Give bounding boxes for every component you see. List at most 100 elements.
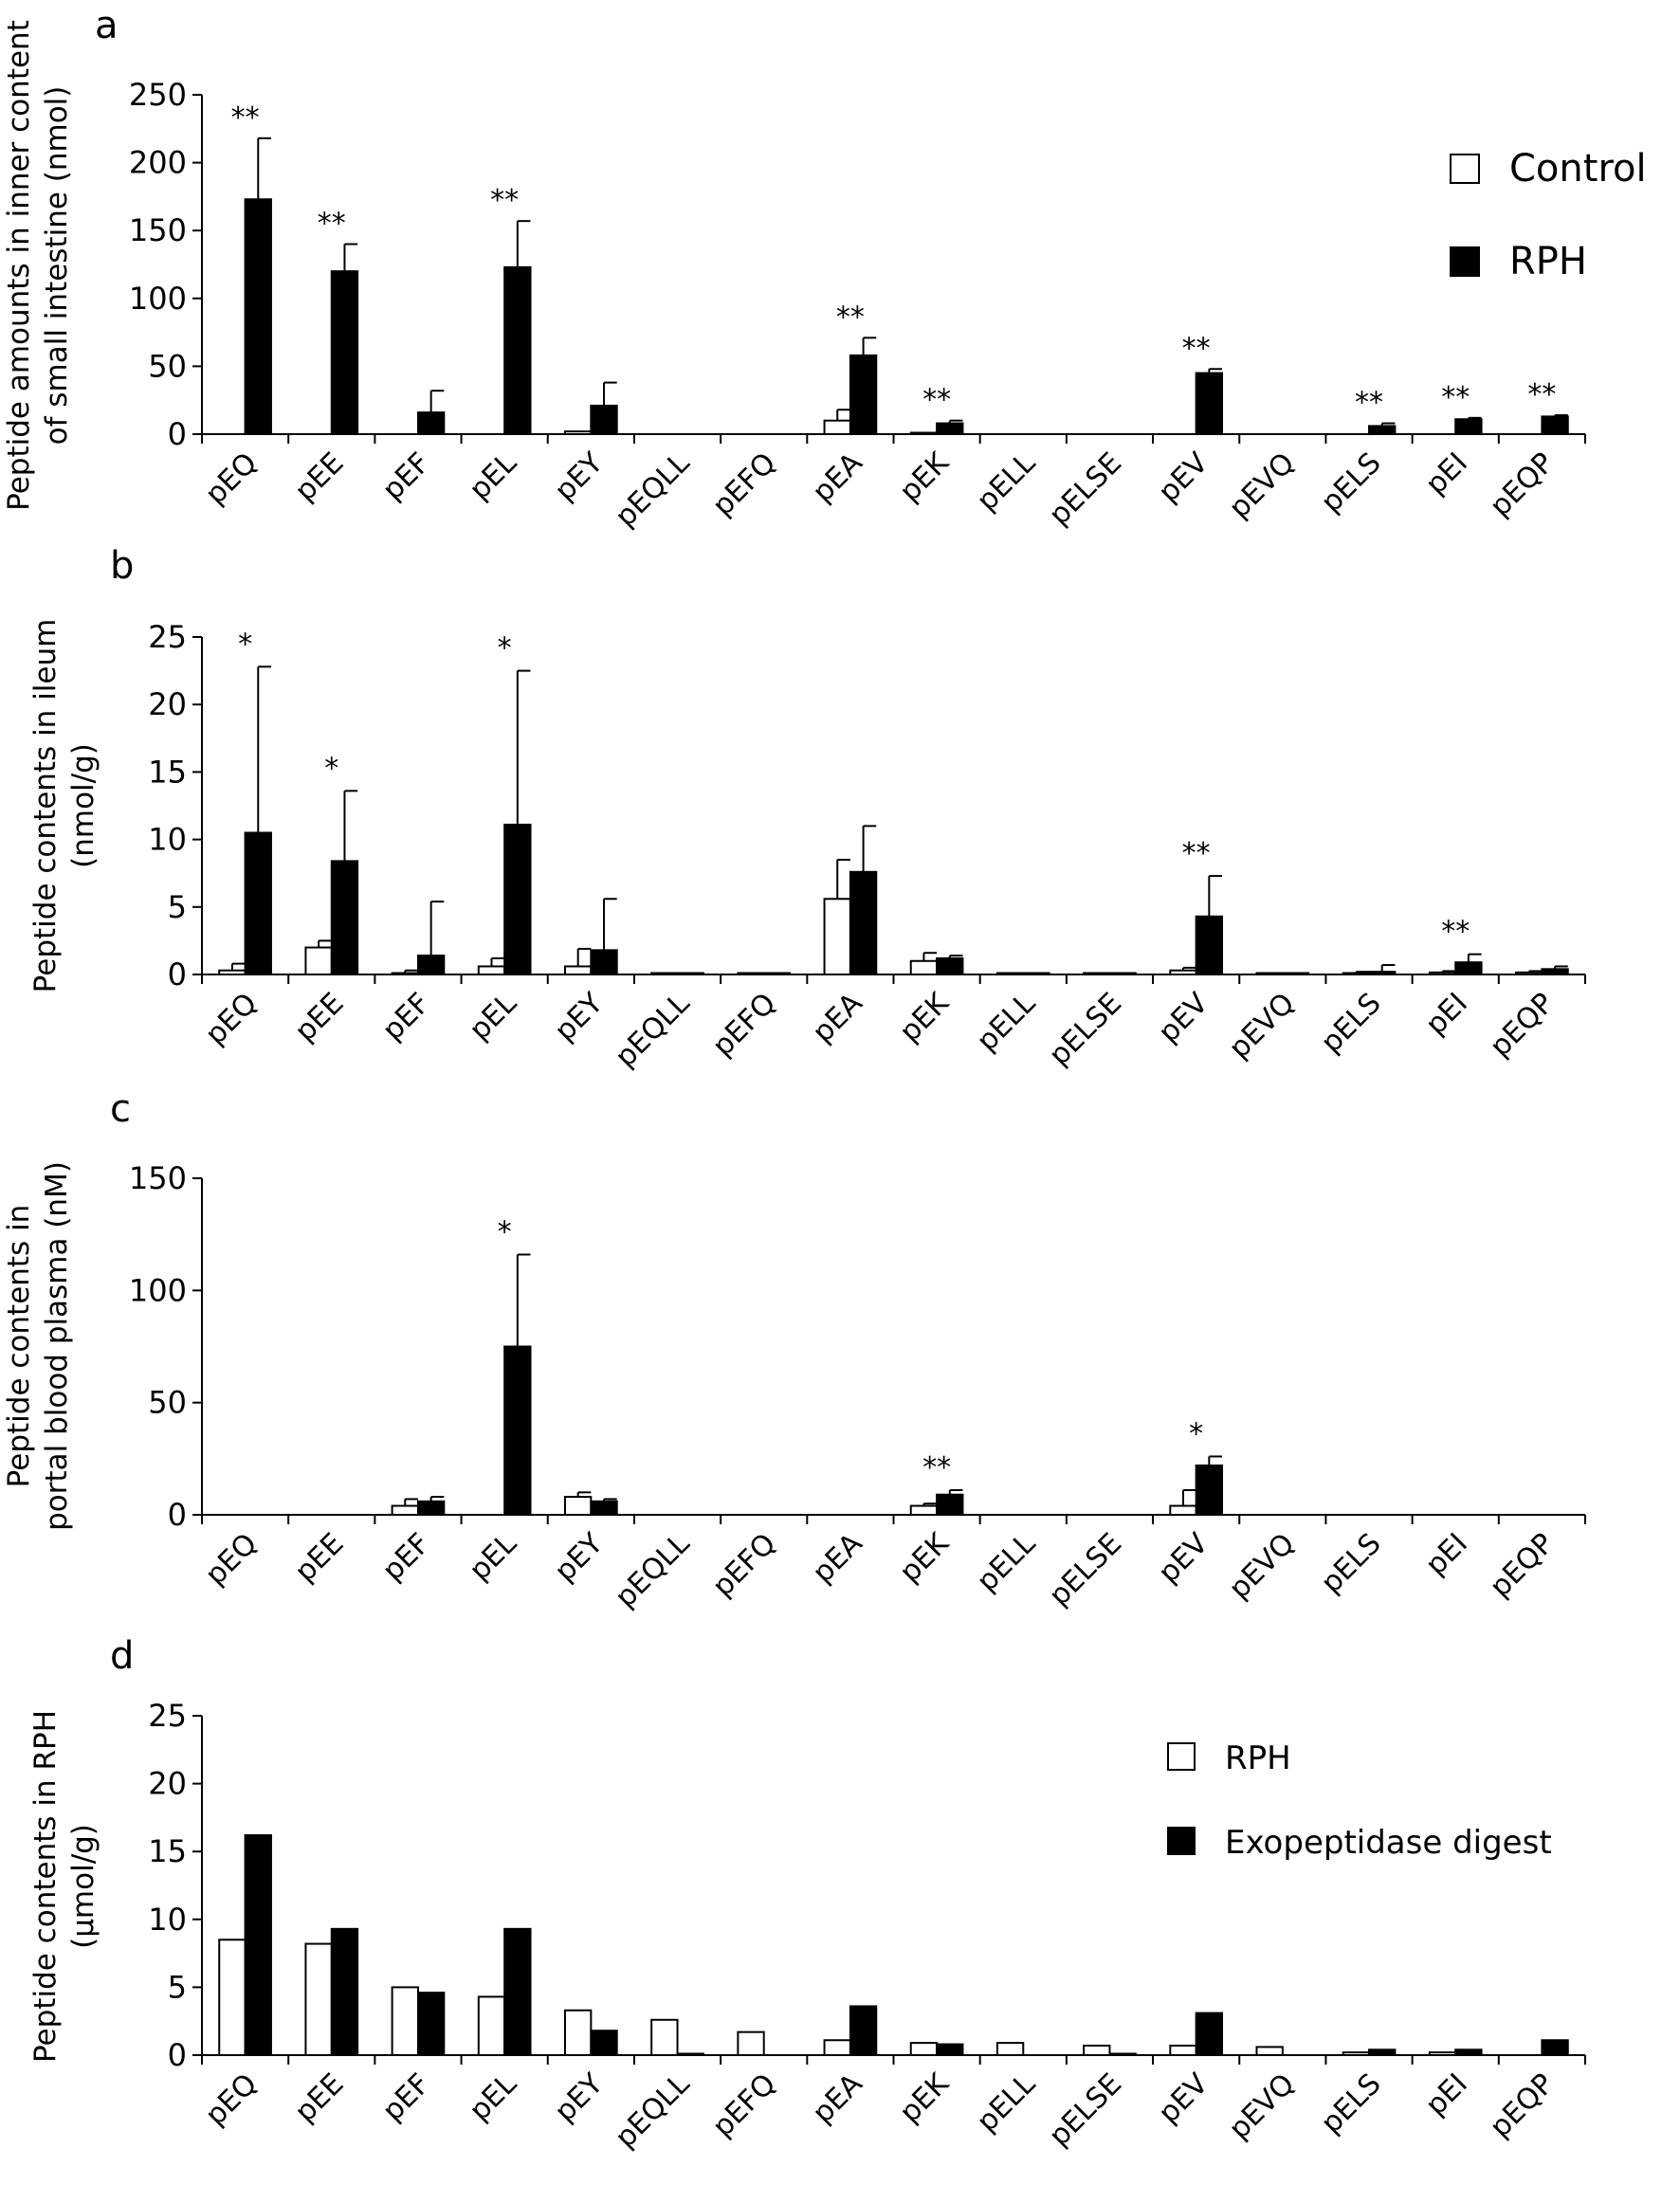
bar-d-series2	[1541, 2039, 1569, 2057]
bar-b-series1	[1083, 972, 1111, 975]
x-tick-label-d: pEQP	[1484, 2067, 1561, 2144]
significance-marker-a: **	[922, 384, 951, 417]
significance-marker-a: **	[836, 300, 865, 334]
x-tick-label-b: pEY	[548, 986, 610, 1047]
y-tick-label-b: 0	[168, 956, 187, 992]
legend-label-a: RPH	[1509, 240, 1587, 283]
significance-marker-a: **	[490, 184, 519, 217]
x-tick-label-d: pEV	[1152, 2067, 1214, 2130]
x-tick-label-c: pEE	[288, 1527, 350, 1589]
x-tick-label-c: pEK	[893, 1526, 956, 1589]
x-tick-label-d: pELL	[971, 2067, 1042, 2139]
significance-marker-b: **	[1441, 916, 1470, 949]
y-tick-label-b: 15	[148, 754, 187, 790]
bar-d-series1	[1083, 2044, 1111, 2057]
y-axis-label-line: Peptide contents in	[2, 1205, 36, 1488]
significance-marker-a: **	[1527, 378, 1556, 411]
bar-a-series2	[330, 270, 359, 435]
bar-d-series2	[244, 1834, 272, 2056]
bar-d-series1	[995, 2042, 1025, 2057]
panel-b-label: b	[110, 544, 134, 588]
y-axis-label-d: Peptide contents in RPH (μmol/g)	[28, 1710, 100, 2063]
bar-a-series2	[503, 265, 532, 436]
bar-b-series2	[416, 955, 446, 976]
x-tick-label-c: pELSE	[1043, 1527, 1128, 1612]
panel-c: c 0 50 100 150 Peptide contents in portal blo…	[2, 1087, 1586, 1614]
x-tick-label-b: pEFQ	[706, 987, 783, 1064]
bar-d-series2	[590, 2030, 618, 2057]
bar-a-series2	[936, 422, 964, 436]
bar-c-series2	[1195, 1464, 1224, 1517]
x-tick-label-b: pEK	[893, 986, 956, 1048]
bar-d-series2	[1108, 2052, 1137, 2056]
x-tick-label-a: pEE	[288, 446, 350, 508]
bar-b-series2	[762, 972, 792, 975]
bar-d-series2	[1454, 2048, 1483, 2056]
legend-label-d: Exopeptidase digest	[1225, 1824, 1552, 1862]
y-axis-label-line: of small intestine (nmol)	[40, 86, 74, 446]
x-tick-label-a: pEV	[1152, 446, 1214, 509]
bar-b-series2	[503, 823, 532, 975]
bar-b-series2	[590, 949, 618, 975]
x-tick-label-b: pEA	[806, 987, 868, 1049]
x-tick-label-c: pELL	[971, 1527, 1042, 1598]
bar-d-series1	[563, 2009, 593, 2056]
legend-label-d: RPH	[1225, 1739, 1291, 1777]
x-tick-label-a: pEA	[806, 446, 868, 509]
x-tick-label-a: pEY	[548, 446, 610, 507]
x-tick-label-d: pEVQ	[1223, 2067, 1302, 2146]
bar-d-series2	[416, 1992, 446, 2056]
x-tick-label-b: pELS	[1315, 987, 1388, 1060]
x-tick-label-d: pEK	[893, 2066, 956, 2129]
x-tick-label-a: pELS	[1315, 446, 1388, 519]
y-tick-label-d: 20	[148, 1766, 187, 1802]
panel-c-label: c	[110, 1087, 131, 1131]
bar-c-series2	[503, 1345, 532, 1516]
bar-d-series1	[1428, 2051, 1457, 2056]
x-tick-label-c: pELS	[1315, 1527, 1388, 1600]
bar-a-series1	[909, 431, 939, 435]
significance-marker-c: *	[498, 1215, 512, 1248]
y-tick-label-c: 50	[148, 1385, 187, 1421]
x-tick-label-c: pEQLL	[609, 1527, 696, 1614]
legend-swatch-d	[1167, 1827, 1196, 1855]
x-tick-label-b: pEQP	[1484, 987, 1561, 1064]
bar-b-series1	[995, 972, 1025, 975]
x-tick-label-a: pEQ	[199, 446, 264, 511]
bar-d-series1	[909, 2042, 939, 2057]
bar-d-series1	[1255, 2046, 1284, 2056]
y-axis-label-c: Peptide contents in portal blood plasma (…	[2, 1161, 74, 1531]
x-tick-label-d: pEL	[463, 2067, 523, 2128]
x-tick-label-a: pEQLL	[609, 446, 696, 534]
bar-a-series2	[849, 354, 878, 435]
significance-marker-c: **	[922, 1451, 951, 1484]
bar-d-series1	[304, 1942, 333, 2056]
y-axis-label-line: Peptide contents in RPH	[28, 1710, 63, 2063]
panel-a: a 0 50 100 150 200 250 Peptide amounts in inne…	[2, 4, 1647, 534]
bar-d-series1	[737, 2030, 765, 2057]
bar-c-series1	[563, 1496, 593, 1516]
y-tick-label-a: 50	[148, 348, 187, 384]
y-tick-label-b: 25	[148, 619, 187, 655]
x-tick-label-d: pEF	[376, 2067, 437, 2128]
bar-b-series1	[304, 946, 333, 976]
x-tick-label-b: pEF	[376, 987, 437, 1047]
significance-marker-c: *	[1189, 1417, 1203, 1450]
x-tick-label-d: pEQLL	[609, 2067, 696, 2155]
x-tick-label-d: pELS	[1315, 2067, 1388, 2140]
bar-c-series1	[391, 1504, 419, 1516]
bar-b-series1	[391, 972, 419, 975]
significance-marker-b: *	[324, 752, 338, 785]
bar-b-series1	[563, 965, 593, 975]
x-tick-label-b: pEL	[463, 987, 523, 1047]
y-tick-label-a: 0	[168, 416, 187, 452]
panel-d-label: d	[110, 1634, 134, 1678]
legend-swatch-d	[1167, 1742, 1196, 1771]
x-tick-label-c: pEA	[806, 1527, 868, 1590]
significance-marker-a: **	[1441, 381, 1470, 414]
bar-a-series2	[590, 404, 618, 436]
bar-a-series1	[563, 430, 593, 435]
panel-a-label: a	[95, 4, 119, 47]
bar-b-series2	[1108, 972, 1137, 975]
